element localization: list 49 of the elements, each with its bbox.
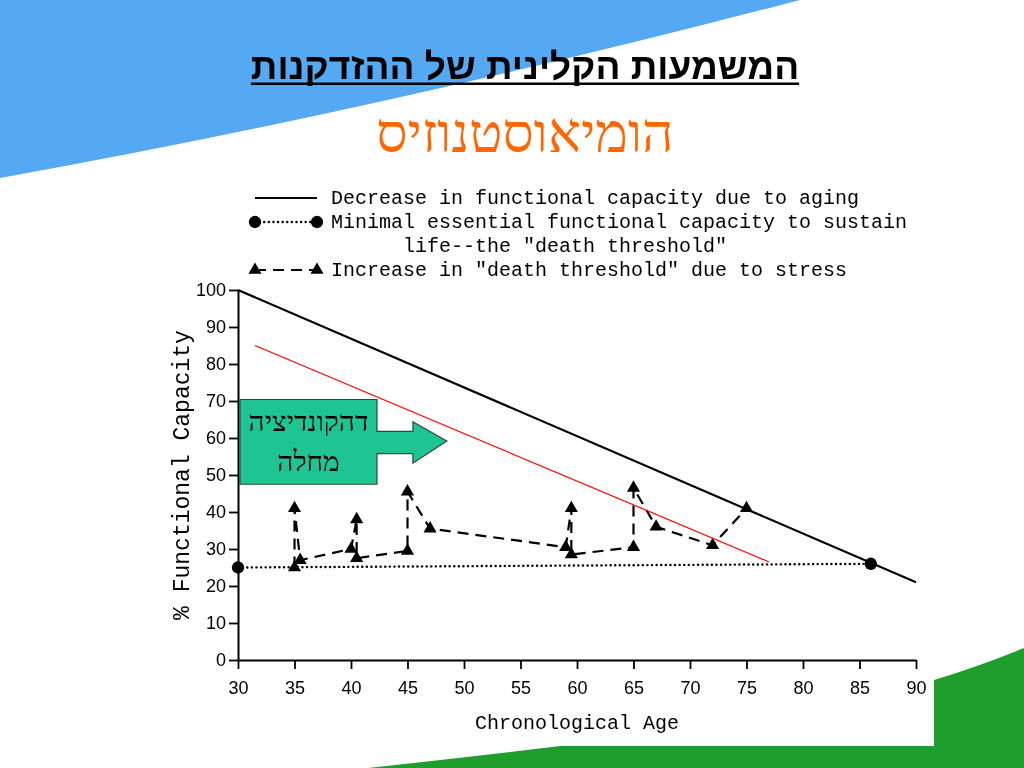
point <box>423 521 437 533</box>
point <box>231 561 245 574</box>
x-tick-label: 85 <box>849 677 871 698</box>
point <box>864 557 877 570</box>
chart-subtitle: הומיאוסטנוזיס <box>376 102 674 164</box>
x-tick-label: 70 <box>680 677 701 698</box>
x-tick-label: 35 <box>284 677 306 698</box>
point <box>400 484 415 496</box>
point <box>350 550 364 563</box>
point <box>706 537 720 550</box>
x-axis-title: Chronological Age <box>474 711 680 735</box>
point <box>649 519 663 531</box>
x-tick-label: 55 <box>510 677 532 698</box>
point <box>626 480 641 492</box>
legend-label: Minimal essential functional capacity to sustain life--the "death threshold" <box>331 210 908 258</box>
x-tick-label: 65 <box>623 677 645 698</box>
y-tick-label: 40 <box>205 502 226 523</box>
y-tick-label: 20 <box>205 576 226 597</box>
y-tick-label: 90 <box>205 317 226 338</box>
x-tick-label: 60 <box>567 677 588 698</box>
point <box>400 543 415 555</box>
y-tick-label: 50 <box>205 465 226 486</box>
point <box>626 539 641 551</box>
legend-label: Decrease in functional capacity due to aging <box>331 186 860 210</box>
y-tick-label: 10 <box>205 613 226 634</box>
x-tick-label: 30 <box>228 677 249 698</box>
y-tick-label: 30 <box>205 539 226 560</box>
x-tick-label: 90 <box>906 677 927 698</box>
y-tick-label: 80 <box>205 354 226 375</box>
y-tick-label: 100 <box>195 280 226 301</box>
point <box>564 500 578 513</box>
point <box>344 541 358 553</box>
x-tick-label: 80 <box>793 677 814 698</box>
point <box>739 500 754 513</box>
y-tick-label: 60 <box>205 428 226 449</box>
point <box>564 546 578 559</box>
x-tick-label: 75 <box>736 677 758 698</box>
x-tick-label: 45 <box>397 677 419 698</box>
y-tick-label: 70 <box>205 391 226 412</box>
point <box>293 552 307 564</box>
y-axis-title: % Functional Capacity <box>170 329 196 620</box>
legend-label: Increase in "death threshold" due to stress <box>331 258 848 282</box>
x-tick-label: 40 <box>341 677 362 698</box>
point <box>350 511 364 524</box>
y-tick-label: 0 <box>215 650 226 671</box>
x-tick-label: 50 <box>454 677 475 698</box>
point <box>559 539 573 551</box>
point <box>287 500 302 513</box>
annotation: דהקונדיציה מחלה <box>248 406 369 478</box>
